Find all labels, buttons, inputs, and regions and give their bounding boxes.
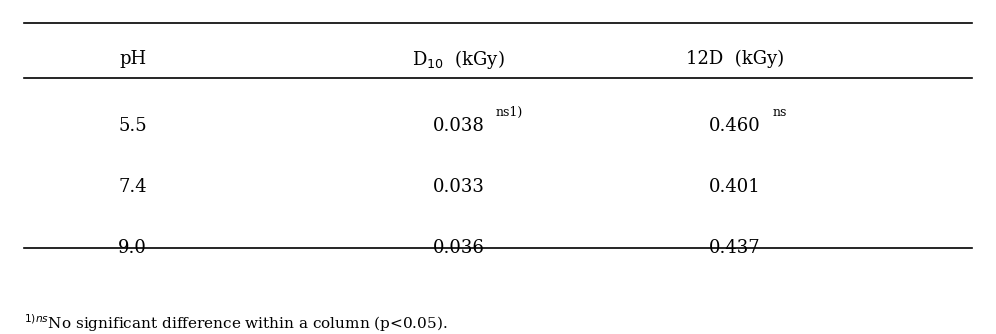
Text: 0.033: 0.033 bbox=[432, 178, 484, 196]
Text: 0.460: 0.460 bbox=[709, 117, 761, 135]
Text: 12D  (kGy): 12D (kGy) bbox=[686, 50, 784, 68]
Text: ns1): ns1) bbox=[496, 106, 523, 119]
Text: 0.401: 0.401 bbox=[709, 178, 761, 196]
Text: 7.4: 7.4 bbox=[119, 178, 146, 196]
Text: 9.0: 9.0 bbox=[119, 239, 147, 257]
Text: D$_{10}$  (kGy): D$_{10}$ (kGy) bbox=[412, 47, 505, 70]
Text: ns: ns bbox=[773, 106, 787, 119]
Text: pH: pH bbox=[119, 50, 146, 68]
Text: 0.038: 0.038 bbox=[432, 117, 484, 135]
Text: $^{1)ns}$No significant difference within a column (p<0.05).: $^{1)ns}$No significant difference withi… bbox=[24, 312, 447, 334]
Text: 0.437: 0.437 bbox=[709, 239, 761, 257]
Text: 0.036: 0.036 bbox=[432, 239, 484, 257]
Text: 5.5: 5.5 bbox=[119, 117, 146, 135]
